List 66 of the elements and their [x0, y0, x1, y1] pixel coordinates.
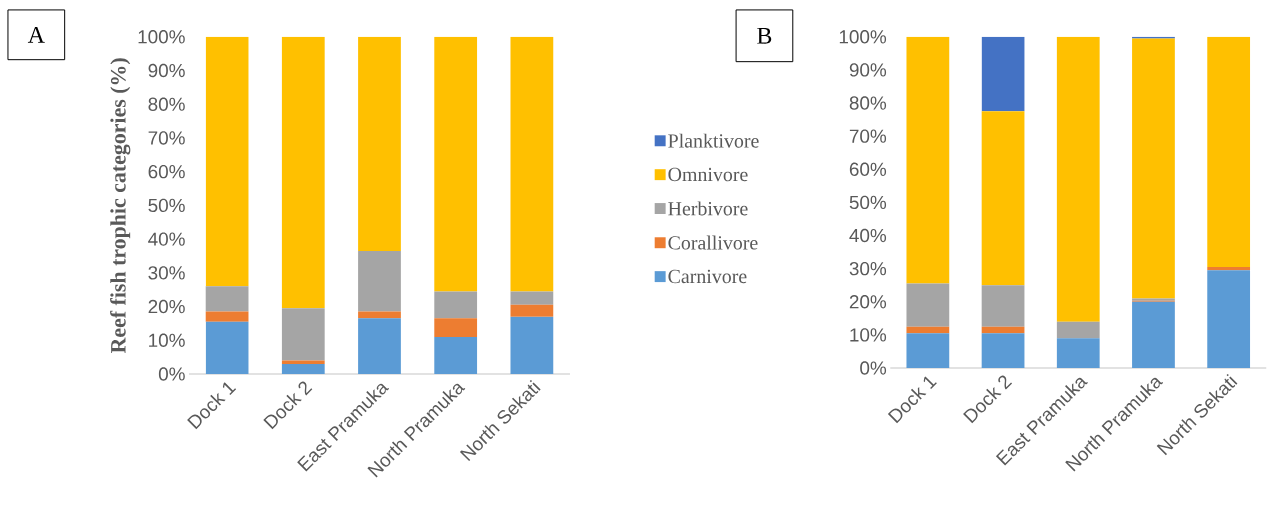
y-tick-label: 0%	[158, 367, 185, 381]
y-tick-label: 100%	[138, 29, 185, 44]
bar	[510, 291, 554, 305]
bar	[1207, 36, 1251, 267]
bar	[205, 311, 249, 322]
legend-label: Carnivore	[668, 269, 747, 283]
bar	[434, 318, 478, 337]
bar	[981, 333, 1025, 368]
bar	[510, 36, 554, 292]
bar	[906, 36, 950, 284]
y-tick-label: 50%	[148, 198, 185, 212]
bar	[906, 333, 950, 368]
bar	[205, 286, 249, 312]
bar	[1056, 321, 1100, 339]
y-tick-label: 80%	[849, 96, 887, 110]
bar	[510, 304, 554, 317]
y-tick-label: 70%	[148, 131, 185, 145]
bar	[1056, 36, 1100, 322]
bar	[358, 311, 401, 319]
bar	[358, 36, 401, 251]
y-tick-label: 40%	[849, 228, 887, 243]
legend-label: Corallivore	[668, 235, 758, 250]
bar	[205, 321, 249, 374]
bar	[510, 316, 554, 374]
bar	[434, 291, 478, 319]
y-tick-label: 0%	[860, 361, 887, 375]
y-tick-label: 30%	[148, 266, 185, 280]
bar	[281, 308, 325, 361]
text: B	[757, 27, 772, 44]
y-tick-label: 60%	[148, 164, 185, 179]
y-tick-label: 70%	[849, 129, 887, 143]
bar	[981, 111, 1025, 286]
bar	[1056, 338, 1100, 368]
legend-label: Omnivore	[668, 167, 748, 182]
bar	[358, 250, 401, 312]
y-tick-label: 10%	[149, 333, 185, 347]
y-tick-label: 90%	[148, 63, 185, 78]
legend-label: Planktivore	[668, 133, 759, 148]
bar	[906, 326, 950, 334]
y-tick-label: 10%	[850, 328, 887, 342]
bar	[1207, 270, 1251, 368]
bar	[906, 283, 950, 327]
legend-label: Herbivore	[668, 201, 748, 216]
bar	[281, 36, 325, 309]
y-tick-label: 90%	[849, 63, 887, 77]
y-tick-label: 30%	[849, 261, 887, 276]
y-tick-label: 50%	[849, 195, 887, 209]
y-tick-label: 40%	[148, 232, 185, 246]
y-tick-label: 20%	[849, 294, 887, 309]
bar	[434, 336, 478, 374]
bar	[1132, 38, 1175, 299]
y-tick-label: 100%	[839, 29, 887, 44]
bar	[1207, 266, 1251, 271]
text: A	[27, 26, 45, 43]
y-tick-label: 80%	[148, 97, 185, 111]
bar	[281, 363, 325, 374]
bar	[434, 36, 478, 292]
y-tick-label: 20%	[148, 299, 185, 314]
bar	[281, 360, 325, 364]
bar	[981, 285, 1025, 327]
y-axis-title: Reef fish trophic categories (%)	[110, 58, 131, 353]
bar	[205, 36, 249, 287]
bar	[358, 318, 401, 374]
y-tick-label: 60%	[849, 162, 887, 176]
bar	[1132, 301, 1175, 368]
bar	[981, 36, 1025, 112]
